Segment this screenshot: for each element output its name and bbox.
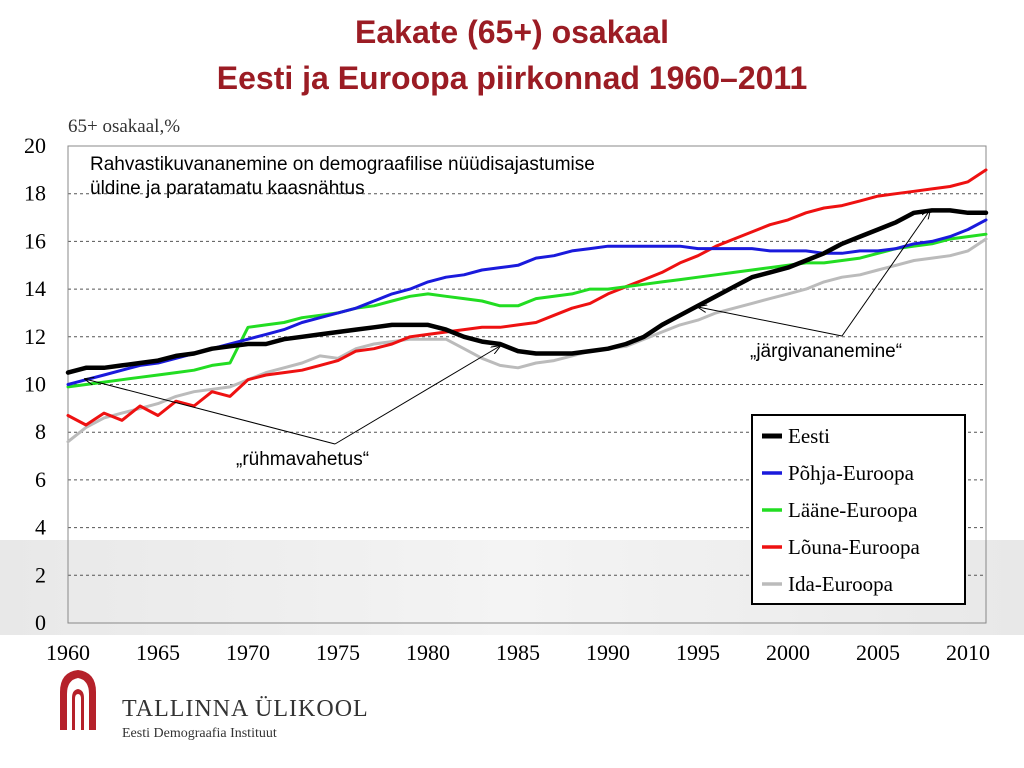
- catch-up-annotation: „järgivananemine“: [698, 210, 930, 362]
- catch-up-label: „järgivananemine“: [750, 341, 902, 362]
- legend-label: Ida-Euroopa: [788, 572, 894, 596]
- x-tick-label: 2000: [766, 640, 810, 665]
- x-tick-label: 1985: [496, 640, 540, 665]
- y-tick-label: 16: [24, 228, 46, 253]
- y-tick-label: 12: [24, 324, 46, 349]
- note-line-2: üldine ja paratamatu kaasnähtus: [90, 178, 365, 199]
- y-tick-label: 2: [35, 562, 46, 587]
- department-name: Eesti Demograafia Instituut: [122, 726, 277, 741]
- legend-label: Eesti: [788, 424, 830, 448]
- x-tick-label: 1965: [136, 640, 180, 665]
- x-tick-label: 2005: [856, 640, 900, 665]
- y-tick-label: 4: [35, 515, 46, 540]
- y-tick-label: 18: [24, 181, 46, 206]
- note-line-1: Rahvastikuvananemine on demograafilise n…: [90, 154, 595, 175]
- series-line-l-ne-euroopa: [66, 232, 988, 389]
- y-tick-label: 8: [35, 419, 46, 444]
- series-line-eesti: [65, 208, 989, 375]
- y-tick-label: 10: [24, 372, 46, 397]
- y-tick-label: 0: [35, 610, 46, 635]
- slide-subtitle: Eesti ja Euroopa piirkonnad 1960–2011: [216, 60, 808, 96]
- y-axis-label: 65+ osakaal,%: [68, 116, 180, 137]
- legend: Eesti Põhja-Euroopa Lääne-Euroopa Lõuna-Eur…: [751, 414, 966, 605]
- x-tick-label: 1970: [226, 640, 270, 665]
- legend-label: Lõuna-Euroopa: [788, 535, 920, 559]
- legend-label: Lääne-Euroopa: [788, 498, 918, 522]
- x-tick-label: 1960: [46, 640, 90, 665]
- x-tick-label: 1990: [586, 640, 630, 665]
- y-axis: 0 2 4 6 8 10 12 14 16 18 20: [24, 133, 46, 635]
- series-lines: [65, 168, 989, 444]
- x-axis: 1960 1965 1970 1975 1980 1985 1990 1995 2000 2005…: [46, 640, 990, 665]
- x-tick-label: 2010: [946, 640, 990, 665]
- slide-title: Eakate (65+) osakaal: [355, 14, 669, 50]
- series-line-ida-euroopa: [66, 237, 988, 444]
- y-tick-label: 6: [35, 467, 46, 492]
- legend-box: [751, 414, 966, 605]
- series-line-l-una-euroopa: [66, 168, 988, 427]
- x-tick-label: 1995: [676, 640, 720, 665]
- university-arch-logo-icon: [60, 670, 96, 730]
- x-tick-label: 1975: [316, 640, 360, 665]
- institution-name: TALLINNA ÜLIKOOL: [122, 696, 369, 722]
- legend-label: Põhja-Euroopa: [788, 461, 915, 485]
- group-change-annotation: „rühmavahetus“: [85, 346, 500, 470]
- group-change-label: „rühmavahetus“: [236, 449, 369, 470]
- y-tick-label: 20: [24, 133, 46, 158]
- x-tick-label: 1980: [406, 640, 450, 665]
- y-tick-label: 14: [24, 276, 46, 301]
